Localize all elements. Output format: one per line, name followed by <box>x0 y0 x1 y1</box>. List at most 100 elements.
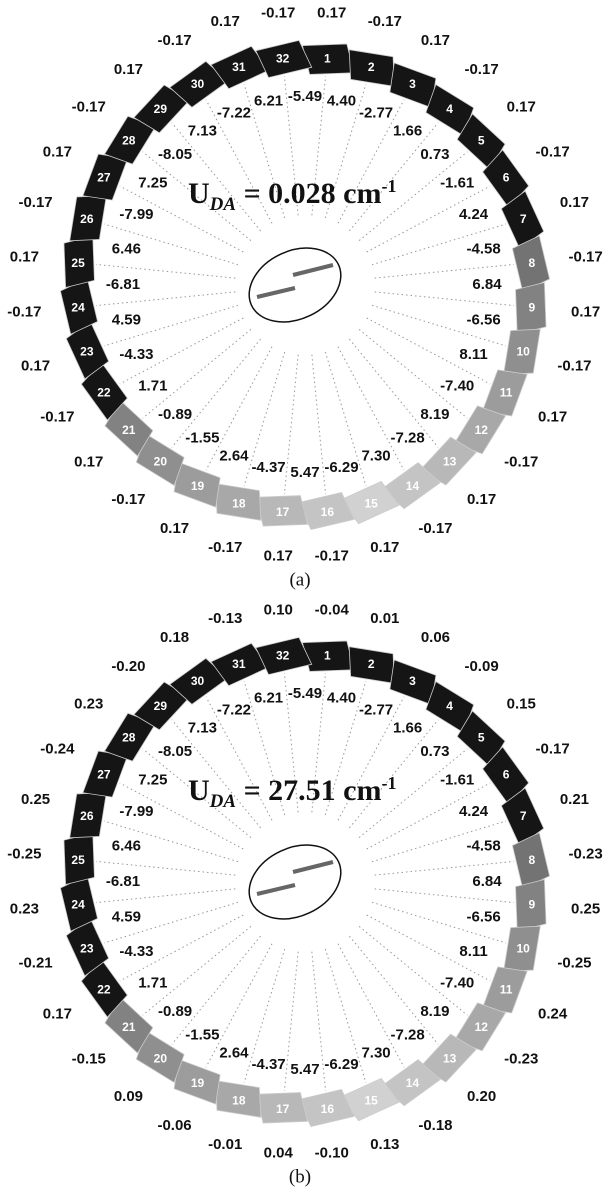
figure: UDA = 0.028 cm-110.17-5.492-0.174.4030.1… <box>0 0 613 1193</box>
unit-number: 17 <box>276 1102 290 1116</box>
coupling-value: 0.73 <box>420 146 449 163</box>
outer-value: 0.17 <box>560 194 589 211</box>
outer-value: -0.17 <box>315 548 349 565</box>
unit-number: 20 <box>154 454 168 468</box>
coupling-value: 6.46 <box>112 240 141 257</box>
unit-number: 23 <box>80 941 94 955</box>
outer-value: 0.17 <box>370 539 399 556</box>
coupling-value: -0.89 <box>158 406 192 423</box>
unit-number: 28 <box>122 731 136 745</box>
coupling-value: -2.77 <box>359 104 393 121</box>
page: {"units": ["1","2","3","4","5","6","7","… <box>0 0 613 1193</box>
coupling-value: 6.84 <box>472 276 502 293</box>
unit-number: 18 <box>232 1093 246 1107</box>
coupling-value: 4.24 <box>459 206 489 223</box>
outer-value: 0.17 <box>74 453 103 470</box>
spoke <box>359 329 467 418</box>
coupling-value: -6.29 <box>324 1056 358 1073</box>
unit-number: 31 <box>232 657 246 671</box>
panel-b: UDA = 27.51 cm-11-0.04-5.4920.014.4030.0… <box>7 601 602 1187</box>
unit-number: 13 <box>443 1051 457 1065</box>
coupling-value: -7.40 <box>440 378 474 395</box>
coupling-value: 6.21 <box>254 690 283 707</box>
unit-number: 13 <box>443 454 457 468</box>
coupling-value: 7.25 <box>138 174 167 191</box>
unit-number: 17 <box>276 505 290 519</box>
unit-number: 10 <box>517 941 531 955</box>
title: UDA = 27.51 cm-1 <box>188 773 396 812</box>
title-value: = 0.028 cm <box>236 177 381 210</box>
panel-a: UDA = 0.028 cm-110.17-5.492-0.174.4030.1… <box>7 4 602 590</box>
chromophore: 9 <box>511 280 550 337</box>
unit-number: 8 <box>529 853 536 867</box>
outer-value: -0.17 <box>568 248 602 265</box>
outer-value: -0.24 <box>40 741 75 758</box>
outer-value: -0.04 <box>315 601 350 618</box>
coupling-value: 1.66 <box>393 122 422 139</box>
outer-value: 0.01 <box>370 610 399 627</box>
outer-value: 0.17 <box>317 4 346 21</box>
unit-number: 27 <box>97 768 111 782</box>
outer-value: -0.25 <box>557 955 591 972</box>
outer-value: -0.17 <box>504 453 538 470</box>
outer-value: 0.17 <box>507 99 536 116</box>
outer-value: 0.17 <box>21 358 50 375</box>
coupling-value: -4.33 <box>119 346 153 363</box>
coupling-value: -1.61 <box>440 174 474 191</box>
outer-value: 0.17 <box>467 491 496 508</box>
unit-number: 29 <box>154 699 168 713</box>
coupling-value: -8.05 <box>158 743 192 760</box>
unit-number: 25 <box>71 256 85 270</box>
center-ellipse <box>237 234 353 336</box>
unit-number: 7 <box>520 212 527 226</box>
unit-number: 1 <box>324 51 331 65</box>
outer-value: -0.17 <box>72 99 106 116</box>
unit-number: 31 <box>232 60 246 74</box>
unit-number: 7 <box>520 809 527 823</box>
outer-value: 0.17 <box>211 13 240 30</box>
coupling-value: -6.56 <box>467 311 501 328</box>
unit-number: 8 <box>529 256 536 270</box>
unit-number: 2 <box>368 657 375 671</box>
spoke <box>96 292 235 306</box>
coupling-value: -8.05 <box>158 146 192 163</box>
unit-number: 11 <box>500 983 513 997</box>
outer-value: -0.17 <box>18 194 52 211</box>
coupling-value: -4.58 <box>467 240 501 257</box>
outer-value: -0.06 <box>157 1117 191 1134</box>
outer-value: 0.18 <box>160 629 189 646</box>
coupling-value: 4.40 <box>327 93 356 110</box>
outer-value: -0.23 <box>568 845 602 862</box>
unit-number: 10 <box>517 344 531 358</box>
outer-value: 0.17 <box>114 61 143 78</box>
outer-value: -0.17 <box>157 32 191 49</box>
outer-value: -0.17 <box>536 741 570 758</box>
title-symbol: U <box>188 177 210 210</box>
coupling-value: 5.47 <box>290 1061 319 1078</box>
coupling-value: 6.84 <box>472 873 502 890</box>
spoke <box>375 889 514 903</box>
caption: (a) <box>289 569 310 590</box>
outer-value: 0.17 <box>571 304 600 321</box>
coupling-value: -7.22 <box>217 104 251 121</box>
outer-value: 0.23 <box>74 696 103 713</box>
chromophore: 25 <box>60 233 99 290</box>
outer-value: 0.13 <box>370 1136 399 1153</box>
coupling-value: 6.46 <box>112 837 141 854</box>
chromophore: 9 <box>511 877 550 934</box>
coupling-value: -1.55 <box>185 430 219 447</box>
outer-value: -0.17 <box>261 4 295 21</box>
title-subscript: DA <box>209 791 236 812</box>
unit-number: 26 <box>80 212 94 226</box>
unit-number: 3 <box>409 674 416 688</box>
outer-value: -0.17 <box>536 144 570 161</box>
chromophore: 25 <box>60 830 99 887</box>
outer-value: -0.20 <box>111 658 145 675</box>
unit-number: 5 <box>478 731 485 745</box>
coupling-value: 4.59 <box>112 311 141 328</box>
unit-number: 22 <box>97 386 111 400</box>
coupling-value: -5.49 <box>288 88 322 105</box>
spoke <box>96 889 235 903</box>
outer-value: -0.17 <box>7 304 41 321</box>
unit-number: 5 <box>478 134 485 148</box>
